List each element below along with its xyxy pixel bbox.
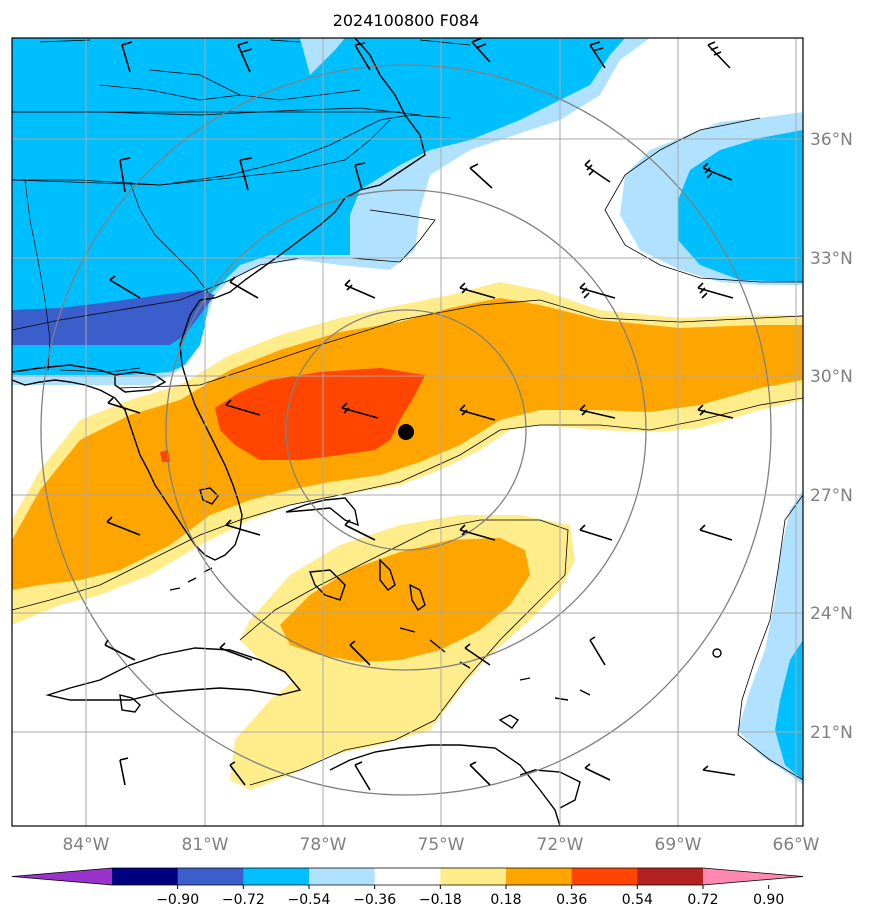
colorbar-segment xyxy=(506,868,573,885)
wind-barbs xyxy=(104,38,736,791)
lat-tick-label: 30°N xyxy=(810,367,853,387)
lon-tick-label: 72°W xyxy=(537,835,584,855)
lon-tick-labels: 84°W 81°W 78°W 75°W 72°W 69°W 66°W xyxy=(63,835,820,855)
colorbar-segment xyxy=(571,868,638,885)
anomaly-fill-orange-band xyxy=(12,298,803,590)
lon-tick-label: 81°W xyxy=(182,835,229,855)
colorbar-extend-low xyxy=(12,868,112,885)
colorbar-tick-label: 0.18 xyxy=(490,892,521,908)
colorbar-tick-label: −0.54 xyxy=(288,892,331,908)
storm-center-marker xyxy=(398,424,414,440)
anomaly-fill-red-orange-core xyxy=(215,368,425,460)
lat-tick-label: 27°N xyxy=(810,486,853,506)
lon-tick-label: 69°W xyxy=(655,835,702,855)
colorbar-tick-label: −0.36 xyxy=(353,892,396,908)
colorbar-tick-label: −0.90 xyxy=(156,892,199,908)
colorbar-segment xyxy=(440,868,507,885)
colorbar-segment xyxy=(309,868,376,885)
colorbar-tick-label: −0.18 xyxy=(419,892,462,908)
colorbar-tick-label: 0.90 xyxy=(753,892,784,908)
colorbar-extend-high xyxy=(703,868,803,885)
lat-tick-label: 24°N xyxy=(810,604,853,624)
colorbar: −0.90 −0.72 −0.54 −0.36 −0.18 0.18 0.36 0.54 0.7… xyxy=(11,867,804,908)
colorbar-tick-label: −0.72 xyxy=(222,892,265,908)
political-boundaries xyxy=(12,84,400,373)
range-rings xyxy=(40,64,772,796)
lon-tick-label: 66°W xyxy=(773,835,820,855)
colorbar-segment xyxy=(243,868,310,885)
colorbar-segment xyxy=(637,868,704,885)
anomaly-fill-mid-blue xyxy=(12,290,215,345)
anomaly-fill-orange-south xyxy=(280,538,530,662)
colorbar-segment xyxy=(177,868,244,885)
range-ring-inner xyxy=(285,309,527,551)
colorbar-tick-label: 0.54 xyxy=(622,892,653,908)
lat-tick-label: 36°N xyxy=(810,130,853,150)
coastlines xyxy=(12,38,722,826)
map-title: 2024100800 F084 xyxy=(333,11,480,30)
lon-tick-label: 84°W xyxy=(63,835,110,855)
range-ring-outer xyxy=(40,64,772,796)
range-ring-middle xyxy=(165,189,647,671)
lat-lon-grid xyxy=(12,38,803,826)
colorbar-tick-label: 0.36 xyxy=(556,892,587,908)
lat-tick-label: 33°N xyxy=(810,249,853,269)
colorbar-segment xyxy=(374,868,441,885)
lat-tick-labels: 36°N 33°N 30°N 27°N 24°N 21°N xyxy=(810,130,853,743)
lon-tick-label: 75°W xyxy=(418,835,465,855)
map-frame xyxy=(11,37,804,827)
colorbar-tick-label: 0.72 xyxy=(687,892,718,908)
lon-tick-label: 78°W xyxy=(300,835,347,855)
colorbar-segment xyxy=(112,868,179,885)
lat-tick-label: 21°N xyxy=(810,723,853,743)
colorbar-outline xyxy=(11,867,804,886)
map-plot-area xyxy=(12,38,803,826)
